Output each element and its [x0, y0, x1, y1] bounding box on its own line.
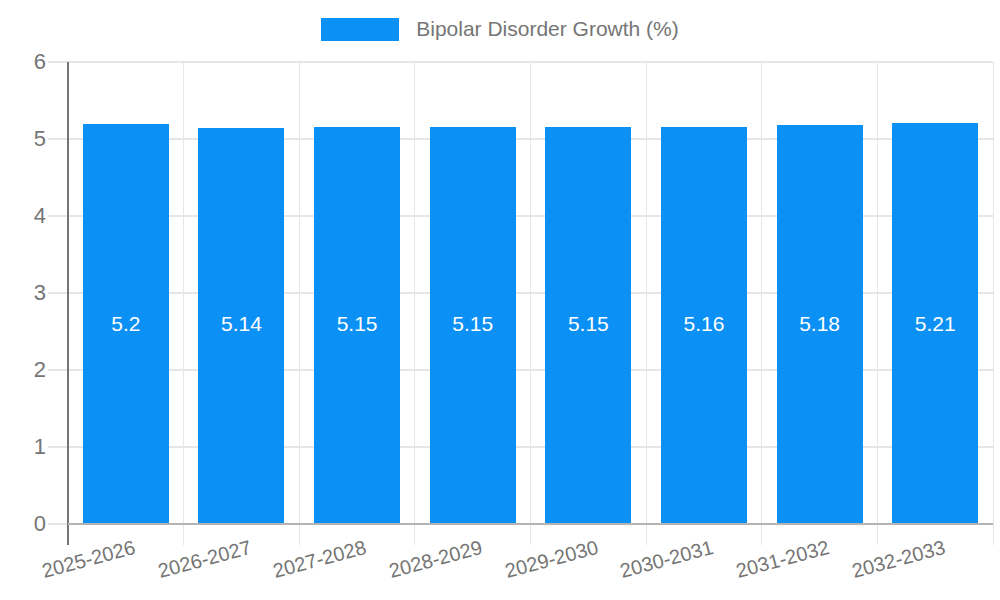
y-gridline: [48, 61, 993, 63]
x-axis-label: 2029-2030: [502, 535, 601, 583]
x-axis-label: 2027-2028: [271, 535, 370, 583]
bar-value-label: 5.16: [661, 311, 747, 337]
x-axis-label: 2032-2033: [849, 535, 948, 583]
category-gridline: [183, 62, 184, 545]
category-gridline: [530, 62, 531, 545]
x-axis-label: 2026-2027: [155, 535, 254, 583]
y-axis-label: 0: [0, 511, 46, 537]
bar-value-label: 5.2: [83, 311, 169, 337]
category-gridline: [877, 62, 878, 545]
category-gridline: [646, 62, 647, 545]
bar-value-label: 5.15: [545, 311, 631, 337]
legend-label: Bipolar Disorder Growth (%): [416, 17, 679, 41]
y-axis-label: 3: [0, 280, 46, 306]
bar-chart: Bipolar Disorder Growth (%) 0 1 2 3 4 5 6 5.2 20…: [0, 0, 1000, 600]
category-gridline: [299, 62, 300, 545]
chart-legend: Bipolar Disorder Growth (%): [0, 17, 1000, 41]
bar-value-label: 5.15: [430, 311, 516, 337]
bar-value-label: 5.21: [892, 311, 978, 337]
x-axis-label: 2028-2029: [386, 535, 485, 583]
category-gridline: [414, 62, 415, 545]
x-axis-baseline: [68, 523, 993, 525]
y-axis-label: 1: [0, 434, 46, 460]
bar-value-label: 5.18: [777, 311, 863, 337]
y-axis-label: 5: [0, 126, 46, 152]
y-axis-line: [67, 62, 69, 545]
bar-value-label: 5.15: [314, 311, 400, 337]
category-gridline: [761, 62, 762, 545]
x-axis-label: 2030-2031: [618, 535, 717, 583]
bar-value-label: 5.14: [198, 311, 284, 337]
x-axis-label: 2031-2032: [733, 535, 832, 583]
category-gridline: [993, 62, 994, 545]
legend-swatch: [321, 18, 399, 41]
y-axis-label: 2: [0, 357, 46, 383]
y-tick-line: [48, 523, 68, 525]
y-axis-label: 6: [0, 49, 46, 75]
y-axis-label: 4: [0, 203, 46, 229]
x-axis-label: 2025-2026: [39, 535, 138, 583]
